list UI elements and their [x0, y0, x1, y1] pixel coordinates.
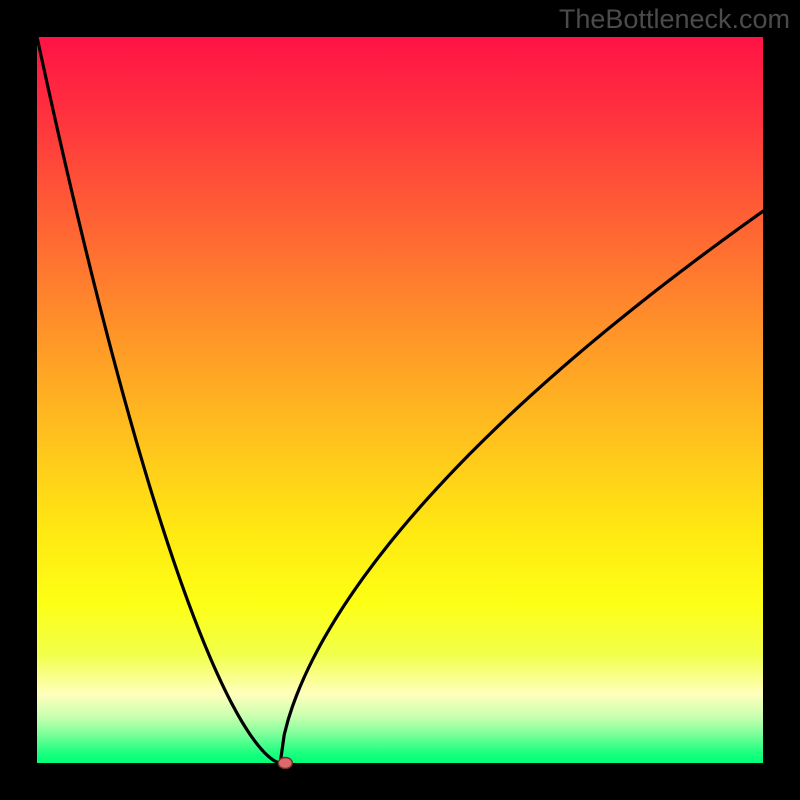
optimum-marker — [278, 758, 292, 769]
watermark-text: TheBottleneck.com — [559, 4, 790, 35]
chart-svg — [0, 0, 800, 800]
chart-container: TheBottleneck.com — [0, 0, 800, 800]
plot-background — [37, 37, 763, 763]
